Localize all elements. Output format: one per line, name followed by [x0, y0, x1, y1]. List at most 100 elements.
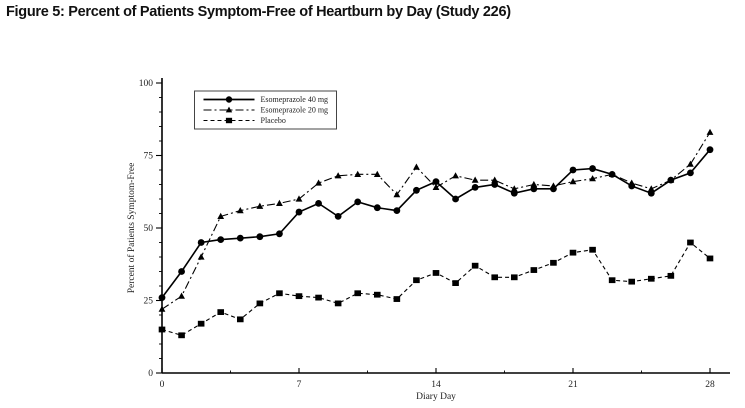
marker-triangle: [295, 195, 303, 202]
marker-square: [217, 309, 225, 315]
legend-triangle-icon: [225, 106, 233, 113]
marker-triangle: [491, 176, 499, 183]
marker-circle: [217, 236, 225, 244]
marker-circle: [256, 233, 264, 241]
legend-label: Esomeprazole 20 mg: [261, 106, 329, 115]
marker-square: [256, 300, 264, 307]
marker-square: [569, 249, 577, 256]
marker-square: [589, 246, 596, 253]
marker-circle: [706, 146, 714, 154]
legend-item-placebo: [203, 117, 255, 124]
marker-triangle: [530, 180, 538, 188]
marker-square: [491, 274, 499, 281]
legend-circle-icon: [225, 96, 233, 103]
marker-circle: [569, 166, 577, 174]
marker-triangle: [432, 183, 440, 190]
marker-circle: [471, 184, 479, 191]
marker-circle: [393, 207, 401, 215]
marker-triangle: [550, 182, 557, 189]
x-tick-label: 7: [297, 380, 302, 390]
y-tick-label: 50: [144, 224, 154, 234]
marker-square: [452, 280, 459, 286]
series-placebo: [158, 239, 714, 339]
marker-circle: [530, 185, 538, 193]
y-axis-title: Percent of Patients Symptom-Free: [126, 163, 137, 294]
y-tick-label: 100: [139, 79, 154, 89]
marker-square: [354, 290, 362, 297]
marker-triangle: [217, 212, 225, 219]
marker-square: [530, 267, 538, 273]
marker-circle: [373, 204, 381, 212]
marker-circle: [158, 294, 166, 301]
y-tick-label: 25: [144, 297, 154, 307]
legend-square-icon: [225, 117, 233, 124]
marker-square: [158, 326, 166, 333]
marker-triangle: [315, 179, 322, 186]
marker-square: [197, 320, 205, 327]
marker-triangle: [276, 199, 283, 206]
x-tick-label: 0: [160, 380, 165, 390]
marker-circle: [236, 234, 244, 242]
legend-label: Placebo: [261, 116, 286, 125]
marker-triangle: [334, 172, 342, 179]
marker-square: [471, 262, 479, 269]
marker-square: [667, 272, 675, 279]
marker-square: [687, 239, 694, 246]
marker-circle: [178, 268, 185, 275]
marker-circle: [295, 208, 303, 216]
marker-circle: [647, 189, 655, 197]
marker-circle: [315, 199, 322, 207]
y-tick-label: 75: [144, 152, 154, 162]
x-tick-label: 28: [705, 380, 715, 390]
marker-triangle: [236, 207, 244, 214]
marker-triangle: [706, 128, 714, 135]
legend-box: [194, 90, 337, 130]
marker-square: [334, 300, 342, 307]
marker-circle: [432, 178, 440, 186]
marker-triangle: [628, 179, 636, 186]
marker-square: [510, 274, 518, 281]
series-esomeprazole-40-mg: [158, 146, 714, 301]
x-tick-label: 14: [431, 380, 441, 390]
marker-triangle: [452, 172, 459, 179]
figure-title: Figure 5: Percent of Patients Symptom-Fr…: [6, 4, 511, 20]
marker-triangle: [667, 176, 675, 183]
marker-square: [647, 275, 655, 282]
marker-triangle: [510, 185, 518, 192]
x-tick-label: 21: [568, 380, 578, 390]
marker-triangle: [354, 170, 362, 177]
marker-triangle: [373, 170, 381, 177]
marker-square: [315, 294, 322, 301]
marker-square: [373, 291, 381, 298]
y-tick-label: 0: [148, 369, 153, 379]
marker-triangle: [687, 160, 694, 167]
marker-circle: [276, 230, 283, 238]
marker-triangle: [647, 185, 655, 192]
marker-circle: [334, 213, 342, 220]
legend-label: Esomeprazole 40 mg: [261, 95, 329, 104]
marker-square: [393, 296, 401, 302]
marker-triangle: [569, 178, 577, 185]
legend-frame: [194, 90, 337, 130]
marker-circle: [413, 186, 420, 194]
marker-circle: [510, 189, 518, 197]
marker-square: [706, 255, 714, 262]
marker-circle: [354, 198, 362, 206]
marker-triangle: [197, 253, 205, 260]
marker-square: [276, 290, 283, 297]
marker-triangle: [589, 175, 596, 182]
marker-circle: [491, 181, 499, 188]
marker-triangle: [393, 191, 401, 198]
marker-circle: [687, 169, 694, 177]
marker-square: [608, 277, 616, 284]
marker-triangle: [471, 176, 479, 183]
marker-triangle: [608, 170, 616, 177]
marker-square: [628, 278, 636, 285]
marker-triangle: [413, 163, 420, 170]
marker-square: [550, 259, 557, 266]
marker-square: [413, 277, 420, 284]
marker-triangle: [158, 305, 166, 312]
marker-circle: [197, 239, 205, 246]
